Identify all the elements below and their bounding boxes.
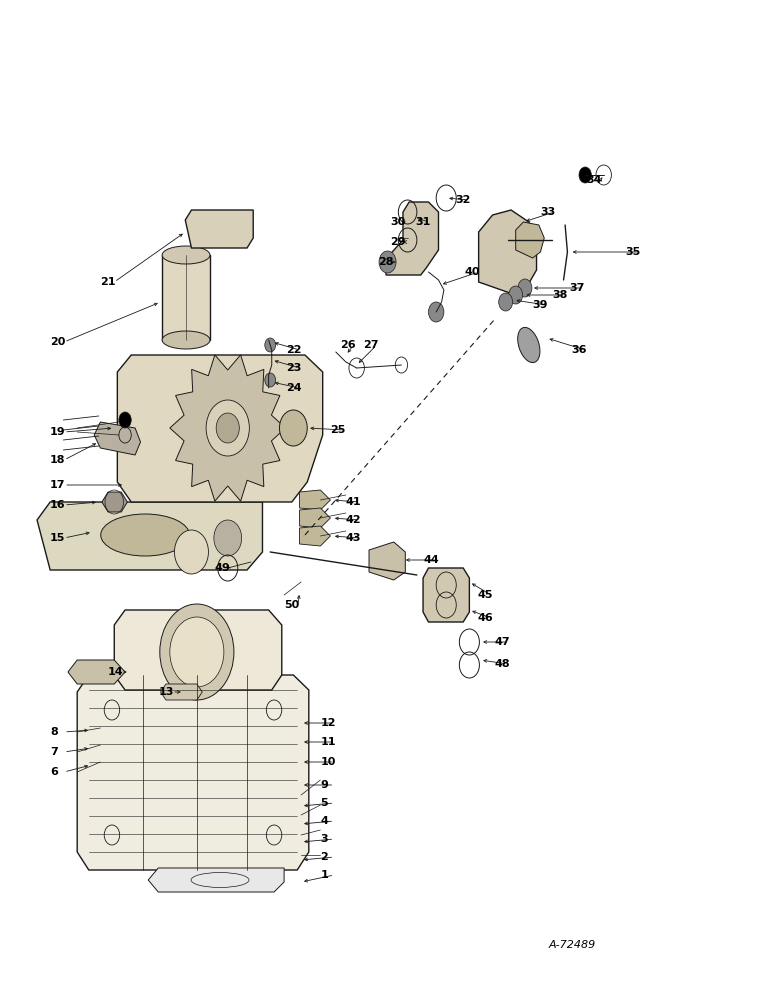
Polygon shape xyxy=(185,210,253,248)
Text: 31: 31 xyxy=(415,217,431,227)
Text: 46: 46 xyxy=(477,613,493,623)
Polygon shape xyxy=(423,568,469,622)
Text: 8: 8 xyxy=(50,727,58,737)
Circle shape xyxy=(119,412,131,428)
Text: 29: 29 xyxy=(390,237,405,247)
Ellipse shape xyxy=(162,331,210,349)
Circle shape xyxy=(160,604,234,700)
Polygon shape xyxy=(148,868,284,892)
Circle shape xyxy=(216,413,239,443)
Circle shape xyxy=(174,530,208,574)
Text: 7: 7 xyxy=(50,747,58,757)
Text: 1: 1 xyxy=(320,870,328,880)
Text: 42: 42 xyxy=(346,515,361,525)
Text: 32: 32 xyxy=(455,195,471,205)
Text: 2: 2 xyxy=(320,852,328,862)
Circle shape xyxy=(379,251,396,273)
Text: 34: 34 xyxy=(587,175,602,185)
Text: 14: 14 xyxy=(108,667,124,677)
Text: 10: 10 xyxy=(320,757,336,767)
Polygon shape xyxy=(114,610,282,690)
Polygon shape xyxy=(386,202,438,275)
Circle shape xyxy=(206,400,249,456)
Ellipse shape xyxy=(518,327,540,363)
Text: 47: 47 xyxy=(494,637,510,647)
Text: 49: 49 xyxy=(215,563,230,573)
Polygon shape xyxy=(479,210,537,295)
Text: 24: 24 xyxy=(286,383,301,393)
Text: 27: 27 xyxy=(363,340,378,350)
Text: 33: 33 xyxy=(540,207,556,217)
Polygon shape xyxy=(300,490,330,510)
Text: 16: 16 xyxy=(50,500,66,510)
Text: A-72489: A-72489 xyxy=(548,940,595,950)
Polygon shape xyxy=(170,355,286,501)
Circle shape xyxy=(579,167,591,183)
Text: 19: 19 xyxy=(50,427,66,437)
Polygon shape xyxy=(37,502,262,570)
Text: 41: 41 xyxy=(346,497,361,507)
Polygon shape xyxy=(516,222,544,258)
Text: 22: 22 xyxy=(286,345,301,355)
Text: 25: 25 xyxy=(330,425,346,435)
Text: 9: 9 xyxy=(320,780,328,790)
Text: 11: 11 xyxy=(320,737,336,747)
Polygon shape xyxy=(117,355,323,502)
Text: 37: 37 xyxy=(570,283,585,293)
Polygon shape xyxy=(68,660,125,684)
Text: 12: 12 xyxy=(320,718,336,728)
Text: 4: 4 xyxy=(320,816,328,826)
Text: 40: 40 xyxy=(465,267,480,277)
Text: 17: 17 xyxy=(50,480,66,490)
Text: 28: 28 xyxy=(378,257,394,267)
Text: 15: 15 xyxy=(50,533,66,543)
Text: 50: 50 xyxy=(284,600,300,610)
Text: 6: 6 xyxy=(50,767,58,777)
Text: 20: 20 xyxy=(50,337,66,347)
Circle shape xyxy=(265,373,276,387)
Text: 36: 36 xyxy=(571,345,587,355)
Text: 43: 43 xyxy=(346,533,361,543)
Text: 38: 38 xyxy=(552,290,567,300)
Text: 35: 35 xyxy=(625,247,641,257)
Text: 30: 30 xyxy=(390,217,405,227)
Polygon shape xyxy=(94,422,141,455)
Polygon shape xyxy=(102,492,127,512)
Text: 39: 39 xyxy=(533,300,548,310)
Text: 18: 18 xyxy=(50,455,66,465)
Circle shape xyxy=(265,338,276,352)
Circle shape xyxy=(279,410,307,446)
Circle shape xyxy=(518,279,532,297)
Text: 48: 48 xyxy=(494,659,510,669)
Text: 13: 13 xyxy=(158,687,174,697)
Circle shape xyxy=(214,520,242,556)
Text: 26: 26 xyxy=(340,340,355,350)
Text: 44: 44 xyxy=(423,555,438,565)
Polygon shape xyxy=(369,542,405,580)
Polygon shape xyxy=(300,526,330,546)
Circle shape xyxy=(170,617,224,687)
Text: 5: 5 xyxy=(320,798,328,808)
Text: 21: 21 xyxy=(100,277,116,287)
Ellipse shape xyxy=(100,514,190,556)
Text: 3: 3 xyxy=(320,834,328,844)
Ellipse shape xyxy=(162,246,210,264)
Circle shape xyxy=(428,302,444,322)
Polygon shape xyxy=(162,255,210,340)
Polygon shape xyxy=(77,675,309,870)
Circle shape xyxy=(499,293,513,311)
Polygon shape xyxy=(161,684,202,700)
Text: 23: 23 xyxy=(286,363,301,373)
Text: 45: 45 xyxy=(477,590,493,600)
Circle shape xyxy=(509,286,523,304)
Polygon shape xyxy=(300,508,330,528)
